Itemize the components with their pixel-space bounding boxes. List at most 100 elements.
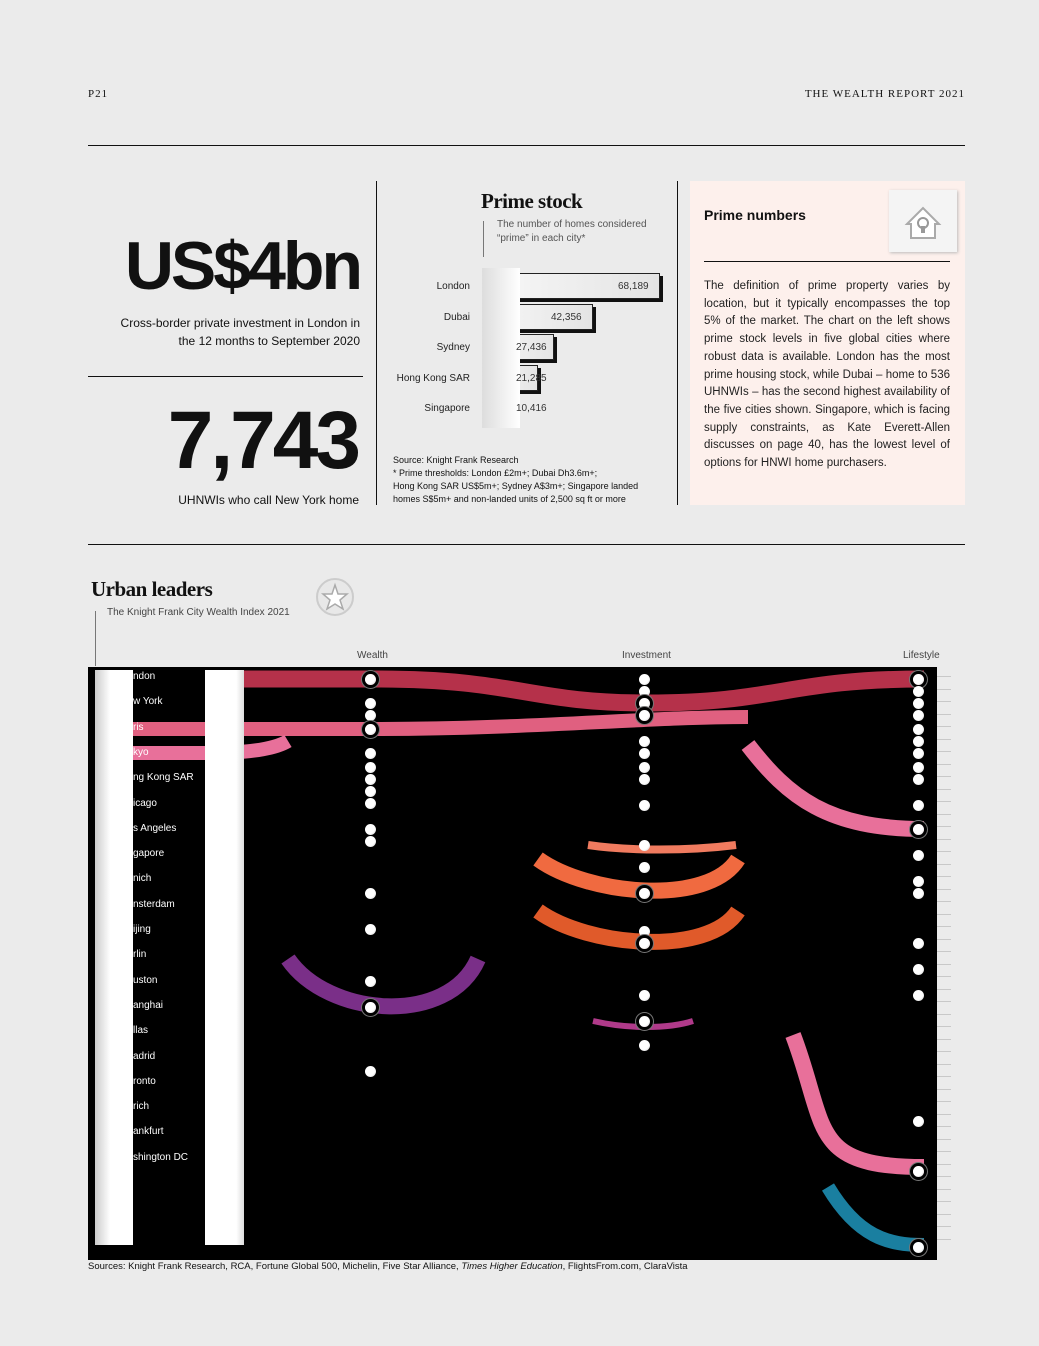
grid-line: [937, 988, 951, 990]
source-line: Hong Kong SAR US$5m+; Sydney A$3m+; Sing…: [393, 481, 639, 491]
header-rule: [88, 145, 965, 146]
label-gutter: [205, 670, 244, 1245]
grid-line: [937, 1076, 951, 1077]
bar-label: Sydney: [436, 342, 470, 353]
bar-label: London: [436, 281, 470, 292]
bar-value: 27,436: [516, 342, 547, 353]
column-header-investment: Investment: [622, 650, 671, 661]
section-rule: [88, 544, 965, 545]
rank-dot: [365, 698, 376, 709]
rank-dot: [913, 824, 924, 835]
city-label: rich: [133, 1101, 150, 1113]
sources-italic: Times Higher Education: [461, 1261, 563, 1272]
rank-dot: [913, 800, 924, 811]
grid-line: [937, 1188, 951, 1190]
grid-line: [937, 838, 951, 840]
column-header-wealth: Wealth: [357, 650, 388, 661]
city-label: adrid: [133, 1050, 156, 1062]
grid-line: [937, 751, 951, 752]
rank-dot: [913, 736, 924, 747]
rank-dot: [639, 762, 650, 773]
city-label: nich: [133, 873, 152, 885]
city-label: ijing: [133, 924, 151, 935]
page-number: P21: [88, 88, 109, 100]
flow-pink-long: [785, 1032, 925, 1175]
grid-line: [937, 688, 951, 690]
rank-dot: [639, 990, 650, 1001]
city-label: ris: [133, 721, 144, 733]
rank-dot: [365, 1066, 376, 1077]
rank-dot: [639, 698, 650, 709]
grid-line: [937, 901, 951, 902]
sources-text: , FlightsFrom.com, ClaraVista: [562, 1261, 688, 1272]
stat-investment-value: US$4bn: [124, 228, 363, 304]
stat-divider: [88, 376, 363, 377]
grid-line: [937, 851, 951, 852]
rank-dot: [365, 836, 376, 847]
grid-line: [937, 951, 951, 952]
stat-uhnwi-caption: UHNWIs who call New York home: [178, 493, 359, 507]
grid-line: [937, 788, 951, 790]
grid-line: [937, 938, 951, 940]
rank-dot: [639, 710, 650, 721]
rank-dot: [639, 1040, 650, 1051]
bar-value: 21,285: [516, 372, 547, 384]
rank-dot: [913, 888, 924, 899]
grid-line: [937, 701, 951, 702]
grid-line: [937, 826, 951, 827]
rank-dot: [913, 1166, 924, 1177]
city-label: ng Kong SAR: [133, 772, 194, 784]
flow-magenta: [592, 1018, 694, 1030]
rank-dot: [365, 1002, 376, 1013]
rank-dot: [365, 798, 376, 809]
grid-line: [937, 1176, 951, 1177]
source-line: * Prime thresholds: London £2m+; Dubai D…: [393, 468, 598, 478]
rank-dot: [913, 876, 924, 887]
city-label: anghai: [133, 999, 164, 1011]
city-label: ndon: [133, 671, 156, 682]
grid-line: [937, 726, 951, 727]
rank-dot: [639, 1016, 650, 1027]
flow-pink: [741, 740, 925, 837]
grid-line: [937, 763, 951, 765]
urban-leaders-subtitle: The Knight Frank City Wealth Index 2021: [107, 607, 290, 618]
grid-line: [937, 813, 951, 815]
rank-dot: [913, 724, 924, 735]
right-gridlines: [937, 676, 951, 1248]
grid-line: [937, 1001, 951, 1002]
prime-numbers-rule: [704, 261, 950, 262]
grid-line: [937, 1013, 951, 1015]
rank-dot: [365, 762, 376, 773]
source-line: homes S$5m+ and non-landed units of 2,50…: [393, 494, 626, 504]
rank-dot: [365, 924, 376, 935]
rank-dot: [913, 850, 924, 861]
city-labels: ndon w York ris kyo ng Kong SAR icago s Angele…: [133, 671, 205, 1171]
prime-numbers-body: The definition of prime property varies …: [704, 280, 950, 470]
grid-line: [937, 738, 951, 740]
rank-dot: [365, 724, 376, 735]
flow-coral: [587, 841, 737, 854]
caption-line: the 12 months to September 2020: [178, 334, 360, 348]
grid-line: [937, 1113, 951, 1115]
rank-dot: [913, 1116, 924, 1127]
prime-numbers-title: Prime numbers: [704, 207, 806, 223]
grid-line: [937, 876, 951, 877]
flow-paris: [118, 710, 749, 736]
city-label: nsterdam: [133, 898, 175, 910]
stat-investment-caption: Cross-border private investment in Londo…: [88, 314, 360, 350]
subtitle-rule: [483, 221, 484, 257]
flow-teal: [821, 1183, 925, 1252]
rank-dot: [639, 926, 650, 937]
grid-line: [937, 801, 951, 802]
rank-dot: [639, 840, 650, 851]
caption-line: Cross-border private investment in Londo…: [120, 316, 360, 330]
subtitle-line: The number of homes considered: [497, 219, 647, 230]
grid-line: [937, 1238, 951, 1240]
city-label: gapore: [133, 848, 165, 860]
rank-dot: [913, 748, 924, 759]
grid-line: [937, 776, 951, 777]
rank-dot: [913, 710, 924, 721]
city-label: s Angeles: [133, 822, 177, 834]
city-label: ronto: [133, 1075, 156, 1087]
rank-dot: [913, 990, 924, 1001]
